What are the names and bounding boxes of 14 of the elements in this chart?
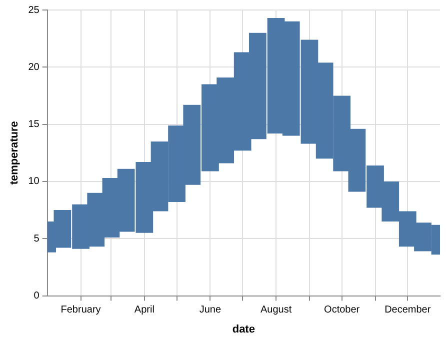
y-tick-label: 0 [34,290,40,302]
x-tick-label: April [134,304,154,316]
y-axis-title: temperature [8,121,21,185]
y-tick-label: 5 [34,233,40,244]
y-tick-label: 20 [28,62,40,73]
y-tick-label: 15 [28,119,40,130]
y-tick-label: 10 [28,176,40,188]
x-tick-label: June [199,304,222,316]
x-tick-label: February [60,304,101,316]
x-tick-label: December [384,304,432,316]
x-axis-title: date [232,323,255,336]
x-tick-label: August [260,304,292,316]
x-tick-label: October [324,304,360,316]
y-tick-label: 25 [28,4,40,16]
